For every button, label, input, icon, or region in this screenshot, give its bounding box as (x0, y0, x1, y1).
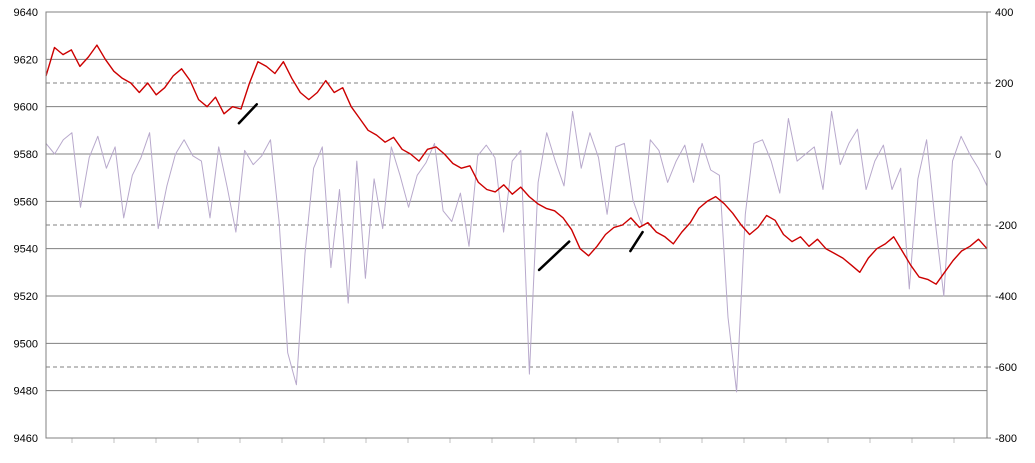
right-tick-label: 200 (995, 78, 1013, 90)
trend-line-annotation (237, 103, 259, 125)
left-axis: 9460 9480 9500 9520 9540 9560 9580 9600 9620 9640 (14, 7, 38, 445)
left-tick-label: 9500 (14, 338, 38, 350)
left-tick-label: 9540 (14, 244, 38, 256)
left-tick-label: 9480 (14, 386, 38, 398)
left-tick-label: 9580 (14, 149, 38, 161)
right-tick-label: -800 (995, 433, 1017, 445)
left-tick-label: 9520 (14, 291, 38, 303)
series-layer (45, 44, 988, 393)
right-tick-label: -600 (995, 362, 1017, 374)
right-axis: -800 -600 -400 -200 0 200 400 (987, 7, 1017, 445)
x-axis-ticks (71, 438, 955, 443)
trend-line-annotation (629, 230, 644, 253)
left-tick-label: 9560 (14, 196, 38, 208)
plot-area-frame (45, 11, 988, 439)
right-tick-label: 0 (995, 149, 1001, 161)
right-tick-label: -400 (995, 291, 1017, 303)
price-series-line (45, 44, 988, 285)
right-tick-label: -200 (995, 220, 1017, 232)
left-tick-label: 9600 (14, 102, 38, 114)
volume-series-line (45, 110, 988, 393)
trend-line-annotations (237, 103, 644, 272)
trend-line-annotation (537, 240, 571, 272)
left-tick-label: 9460 (14, 433, 38, 445)
left-tick-label: 9640 (14, 7, 38, 19)
right-tick-label: 400 (995, 7, 1013, 19)
left-tick-label: 9620 (14, 54, 38, 66)
